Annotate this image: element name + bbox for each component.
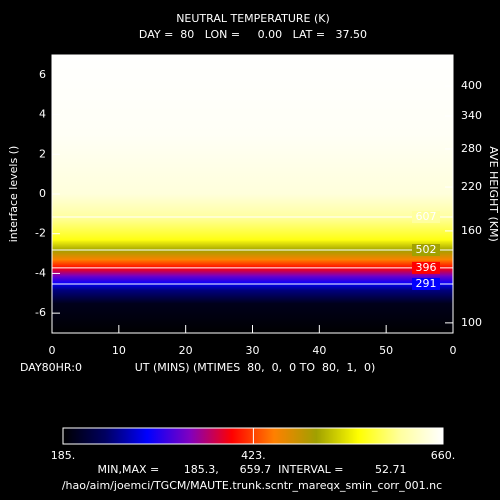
temperature-band bbox=[52, 217, 453, 241]
contour-label-bg bbox=[412, 243, 440, 256]
stats: MIN,MAX = 185.3, 659.7 INTERVAL = 52.71 bbox=[98, 463, 407, 476]
x-tick-label: 30 bbox=[246, 344, 260, 357]
contour-label-bg bbox=[412, 211, 440, 224]
contour-label-bg bbox=[412, 261, 440, 274]
y2-tick-label: 340 bbox=[461, 109, 482, 122]
y-tick-label: 6 bbox=[39, 68, 46, 81]
contour-label-bg bbox=[412, 277, 440, 290]
time-label: DAY80HR:0 bbox=[20, 361, 82, 374]
y-tick-label: -6 bbox=[35, 306, 46, 319]
y-tick-label: 4 bbox=[39, 108, 46, 121]
temperature-band bbox=[52, 55, 453, 135]
x-tick-label: 50 bbox=[379, 344, 393, 357]
x-tick-label: 20 bbox=[179, 344, 193, 357]
y2-axis-label: AVE HEIGHT (KM) bbox=[487, 146, 500, 242]
y2-tick-label: 400 bbox=[461, 79, 482, 92]
colorbar-tick-label: 423. bbox=[241, 449, 266, 462]
chart-subtitle: DAY = 80 LON = 0.00 LAT = 37.50 bbox=[139, 28, 367, 41]
temperature-band bbox=[52, 194, 453, 218]
x-tick-label: 10 bbox=[112, 344, 126, 357]
contour-label: 291 bbox=[416, 277, 437, 290]
x-tick-label: 0 bbox=[450, 344, 457, 357]
temperature-band bbox=[52, 239, 453, 251]
contour-label: 502 bbox=[416, 243, 437, 256]
x-tick-label: 0 bbox=[49, 344, 56, 357]
y2-tick-label: 160 bbox=[461, 224, 482, 237]
y2-tick-label: 280 bbox=[461, 142, 482, 155]
y-axis-label: interface levels () bbox=[7, 146, 20, 243]
colorbar-tick-label: 660. bbox=[431, 449, 456, 462]
temperature-band bbox=[52, 283, 453, 290]
y-tick-label: -4 bbox=[35, 266, 46, 279]
temperature-band bbox=[52, 289, 453, 304]
y-tick-label: -2 bbox=[35, 227, 46, 240]
y2-tick-label: 100 bbox=[461, 316, 482, 329]
colorbar-tick-label: 185. bbox=[51, 449, 76, 462]
contour-label: 396 bbox=[416, 261, 437, 274]
x-axis-label: UT (MINS) (MTIMES 80, 0, 0 TO 80, 1, 0) bbox=[135, 361, 376, 374]
temperature-band bbox=[52, 267, 453, 276]
contour-label: 607 bbox=[416, 210, 437, 223]
x-tick-label: 40 bbox=[312, 344, 326, 357]
y-tick-label: 0 bbox=[39, 187, 46, 200]
file-path: /hao/aim/joemci/TGCM/MAUTE.trunk.scntr_m… bbox=[62, 479, 442, 492]
temperature-band bbox=[52, 259, 453, 269]
chart-title: NEUTRAL TEMPERATURE (K) bbox=[176, 12, 330, 25]
temperature-band bbox=[52, 134, 453, 195]
y2-tick-label: 220 bbox=[461, 180, 482, 193]
temperature-band bbox=[52, 275, 453, 284]
y-tick-label: 2 bbox=[39, 147, 46, 160]
temperature-band bbox=[52, 249, 453, 261]
